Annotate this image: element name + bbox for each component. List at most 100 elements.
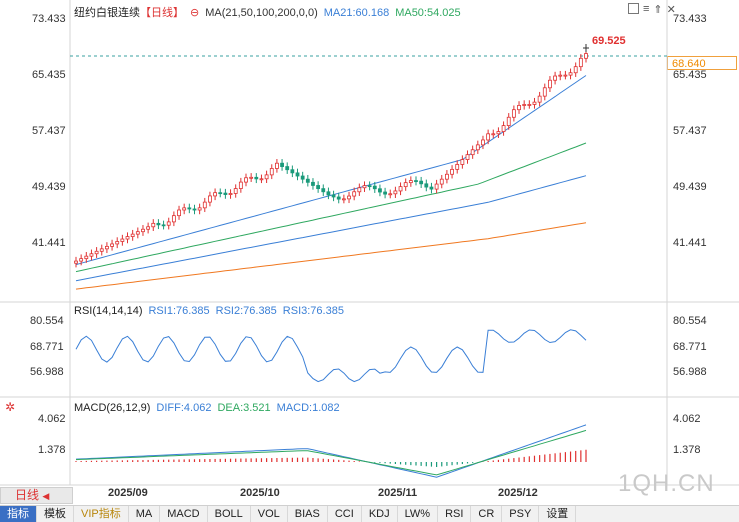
toolbar-tab[interactable]: 指标 xyxy=(0,506,37,522)
candle-body xyxy=(408,180,413,184)
candle-body xyxy=(486,133,491,141)
toolbar-tab[interactable]: BIAS xyxy=(288,506,328,522)
candle-body xyxy=(336,196,341,200)
ma21-value: MA21:60.168 xyxy=(323,7,390,19)
instrument-title: 纽约白银连续 xyxy=(74,7,140,19)
candle-body xyxy=(481,139,485,146)
candle-body xyxy=(94,250,99,255)
candle-body xyxy=(120,238,125,242)
left-price-tick: 41.441 xyxy=(32,237,66,249)
candle-body xyxy=(450,168,454,175)
chart-gridlines xyxy=(0,0,739,486)
macd-dea-line xyxy=(75,429,587,476)
candle-body xyxy=(506,116,511,127)
macd-left-tick: 4.062 xyxy=(38,413,66,425)
main-chart-legend: 纽约白银连续【日线】 ⊖ MA(21,50,100,200,0,0) MA21:60.… xyxy=(74,4,467,20)
triangle-down-icon: ◀ xyxy=(42,491,50,501)
toolbar-tab[interactable]: 设置 xyxy=(539,506,577,522)
candle-body xyxy=(563,74,568,77)
rsi-left-tick: 56.988 xyxy=(30,366,64,378)
candle-body xyxy=(295,172,300,177)
candle-body xyxy=(475,144,480,151)
candle-body xyxy=(187,207,192,210)
macd-right-tick: 1.378 xyxy=(673,444,701,456)
candle-body xyxy=(439,178,444,185)
toolbar-tab[interactable]: VOL xyxy=(251,506,288,522)
candle-body xyxy=(213,192,217,197)
menu-icon[interactable]: ≡ xyxy=(643,3,650,15)
candle-body xyxy=(125,236,130,240)
candle-body xyxy=(321,188,326,193)
price-chart[interactable] xyxy=(0,0,739,505)
candle-body xyxy=(238,181,243,189)
candle-body xyxy=(522,104,527,106)
macd-lines xyxy=(75,424,587,478)
rsi-legend: RSI(14,14,14) RSI1:76.385 RSI2:76.385 RSI3:… xyxy=(74,305,350,317)
candle-body xyxy=(110,243,114,247)
period-selector[interactable]: 日线 ◀ xyxy=(0,487,73,504)
candle-body xyxy=(208,195,212,203)
candle-body xyxy=(171,215,176,223)
candle-body xyxy=(578,57,583,68)
toolbar-tab[interactable]: MA xyxy=(129,506,161,522)
candle-body xyxy=(259,178,264,181)
toolbar-tab[interactable]: BOLL xyxy=(208,506,251,522)
candle-body xyxy=(74,260,78,264)
candle-body xyxy=(388,193,393,196)
right-price-tick: 49.439 xyxy=(673,181,707,193)
candle-body xyxy=(532,101,537,105)
candle-body xyxy=(584,53,588,59)
candle-body xyxy=(316,185,321,190)
toolbar-tab[interactable]: PSY xyxy=(502,506,540,522)
moving-average-lines xyxy=(75,75,587,290)
candle-body xyxy=(202,201,207,209)
right-price-tick: 65.435 xyxy=(673,69,707,81)
toolbar-tab[interactable]: 模板 xyxy=(37,506,74,522)
candle-body xyxy=(135,231,140,235)
macd-legend: MACD(26,12,9) DIFF:4.062 DEA:3.521 MACD:1.0… xyxy=(74,402,346,414)
candle-body xyxy=(398,186,403,192)
toolbar-tab[interactable]: KDJ xyxy=(362,506,398,522)
candlesticks xyxy=(74,44,589,268)
date-tick: 2025/12 xyxy=(498,487,538,499)
date-tick: 2025/11 xyxy=(378,487,418,499)
candle-body xyxy=(197,207,202,211)
close-icon[interactable]: ✕ xyxy=(666,4,676,16)
candle-body xyxy=(218,192,223,195)
candle-body xyxy=(367,185,372,188)
settings-circle-icon[interactable]: ⊖ xyxy=(190,7,200,19)
ma-params: MA(21,50,100,200,0,0) xyxy=(205,7,318,19)
candle-body xyxy=(156,222,161,226)
candle-body xyxy=(383,191,387,195)
candle-body xyxy=(548,79,552,89)
toolbar-tab[interactable]: CR xyxy=(471,506,503,522)
toolbar-tab[interactable]: CCI xyxy=(328,506,362,522)
ma200-line xyxy=(75,222,587,290)
macd-gear-icon[interactable]: ✲ xyxy=(5,400,16,414)
candle-body xyxy=(470,149,475,156)
candle-body xyxy=(161,224,166,227)
candle-body xyxy=(414,180,418,182)
candle-body xyxy=(115,241,120,245)
macd-diff-line xyxy=(75,424,587,478)
toolbar-tab[interactable]: LW% xyxy=(398,506,439,522)
candle-body xyxy=(491,133,496,136)
macd-right-tick: 4.062 xyxy=(673,413,701,425)
toolbar-tab[interactable]: MACD xyxy=(160,506,208,522)
candle-body xyxy=(352,191,357,197)
candle-body xyxy=(244,177,248,183)
toolbar-tab[interactable]: VIP指标 xyxy=(74,506,129,522)
candle-body xyxy=(511,109,516,118)
square-icon[interactable] xyxy=(628,3,639,14)
rsi1-line xyxy=(75,329,587,383)
rsi3-value: RSI3:76.385 xyxy=(282,305,344,317)
toolbar-tab[interactable]: RSI xyxy=(438,506,472,522)
candle-body xyxy=(305,178,310,183)
up-arrow-icon[interactable]: ⇑ xyxy=(653,4,663,16)
left-price-tick: 73.433 xyxy=(32,13,66,25)
candle-body xyxy=(89,253,94,257)
candle-body xyxy=(141,228,145,233)
candle-body xyxy=(130,233,135,237)
candle-body xyxy=(269,168,274,176)
candle-body xyxy=(311,181,315,186)
